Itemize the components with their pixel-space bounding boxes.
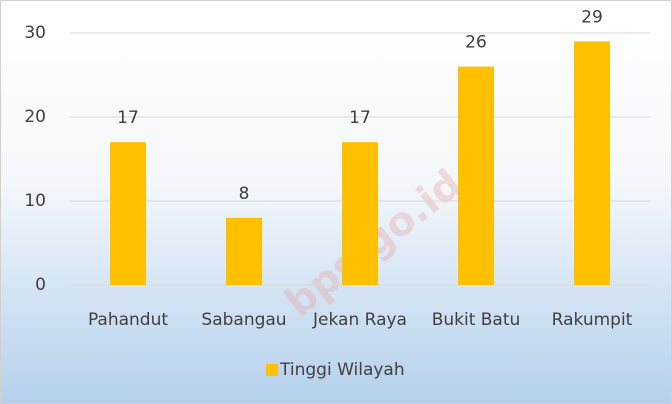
- data-label: 29: [581, 7, 603, 27]
- bar: [226, 217, 262, 285]
- legend-label: Tinggi Wilayah: [279, 360, 405, 380]
- x-tick-label: Pahandut: [88, 310, 168, 330]
- bar: [574, 41, 610, 286]
- y-tick-label: 0: [35, 275, 46, 295]
- x-tick-label: Bukit Batu: [432, 310, 521, 330]
- data-label: 8: [239, 184, 250, 204]
- data-label: 17: [349, 108, 371, 128]
- y-tick-label: 30: [24, 23, 46, 43]
- bar: [458, 66, 494, 285]
- y-tick-label: 20: [24, 107, 46, 127]
- x-tick-label: Jekan Raya: [312, 310, 407, 330]
- data-label: 26: [465, 33, 487, 53]
- x-tick-label: Sabangau: [201, 310, 286, 330]
- y-tick-label: 10: [24, 191, 46, 211]
- x-tick-label: Rakumpit: [552, 310, 633, 330]
- bar: [110, 142, 146, 285]
- data-label: 17: [117, 108, 139, 128]
- legend-swatch: [266, 364, 278, 376]
- bar: [342, 142, 378, 285]
